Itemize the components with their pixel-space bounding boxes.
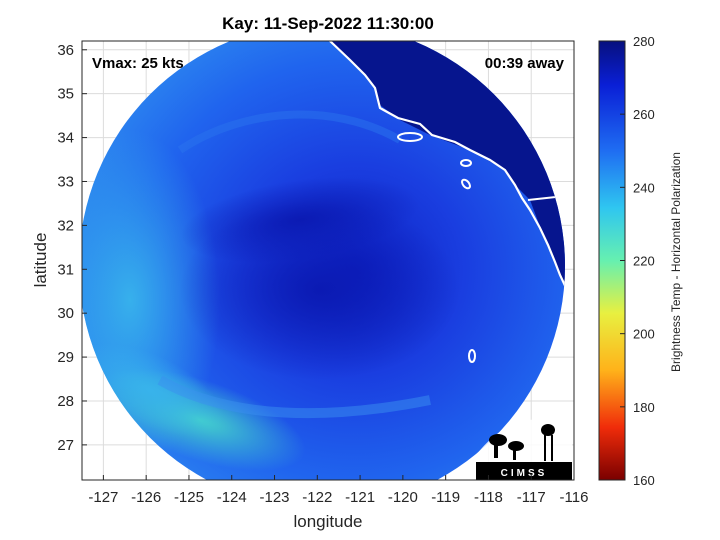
time-away-label: 00:39 away <box>485 55 565 72</box>
y-tick-label: 33 <box>57 173 74 190</box>
colorbar-ticks: 280 260 240 220 200 180 160 <box>620 34 655 488</box>
y-axis-ticks: 27 28 29 30 31 32 33 34 35 36 <box>57 42 87 454</box>
figure-title: Kay: 11-Sep-2022 11:30:00 <box>222 14 434 33</box>
y-tick-label: 31 <box>57 261 74 278</box>
colorbar-tick-label: 200 <box>633 327 655 342</box>
colorbar-label: Brightness Temp - Horizontal Polarizatio… <box>669 152 683 372</box>
plot-frame <box>81 40 575 481</box>
colorbar-tick-label: 180 <box>633 400 655 415</box>
x-tick-label: -120 <box>388 489 418 506</box>
y-tick-label: 36 <box>57 42 74 59</box>
vmax-label: Vmax: 25 kts <box>92 55 184 72</box>
x-tick-label: -121 <box>345 489 375 506</box>
x-axis-label: longitude <box>293 512 362 531</box>
x-tick-label: -123 <box>260 489 290 506</box>
y-axis-label: latitude <box>31 233 50 288</box>
colorbar-tick-label: 160 <box>633 473 655 488</box>
colorbar-tick-label: 220 <box>633 254 655 269</box>
x-tick-label: -119 <box>431 489 460 506</box>
colorbar-tick-label: 240 <box>633 180 655 195</box>
y-tick-label: 28 <box>57 393 74 410</box>
map-plot-area: Vmax: 25 kts 00:39 away CIMSS <box>82 41 574 480</box>
y-tick-label: 29 <box>57 349 74 366</box>
x-tick-label: -118 <box>474 489 503 506</box>
colorbar: 280 260 240 220 200 180 160 Brightness Temp - … <box>598 34 683 488</box>
logo-text: CIMSS <box>501 468 548 479</box>
x-tick-label: -117 <box>517 489 546 506</box>
x-tick-label: -126 <box>131 489 161 506</box>
y-tick-label: 35 <box>57 86 74 103</box>
x-axis-ticks: -127 -126 -125 -124 -123 -122 -121 -120 -119 -118… <box>88 475 588 506</box>
x-tick-label: -116 <box>560 489 589 506</box>
x-tick-label: -124 <box>217 489 247 506</box>
colorbar-tick-label: 280 <box>633 34 655 49</box>
y-tick-label: 27 <box>57 437 74 454</box>
x-tick-label: -122 <box>302 489 332 506</box>
x-tick-label: -125 <box>174 489 204 506</box>
coastline <box>329 41 565 297</box>
y-tick-label: 32 <box>57 217 74 234</box>
y-tick-label: 30 <box>57 305 74 322</box>
colorbar-tick-label: 260 <box>633 107 655 122</box>
y-tick-label: 34 <box>57 130 74 147</box>
cimss-logo: CIMSS <box>476 419 572 480</box>
x-tick-label: -127 <box>88 489 118 506</box>
